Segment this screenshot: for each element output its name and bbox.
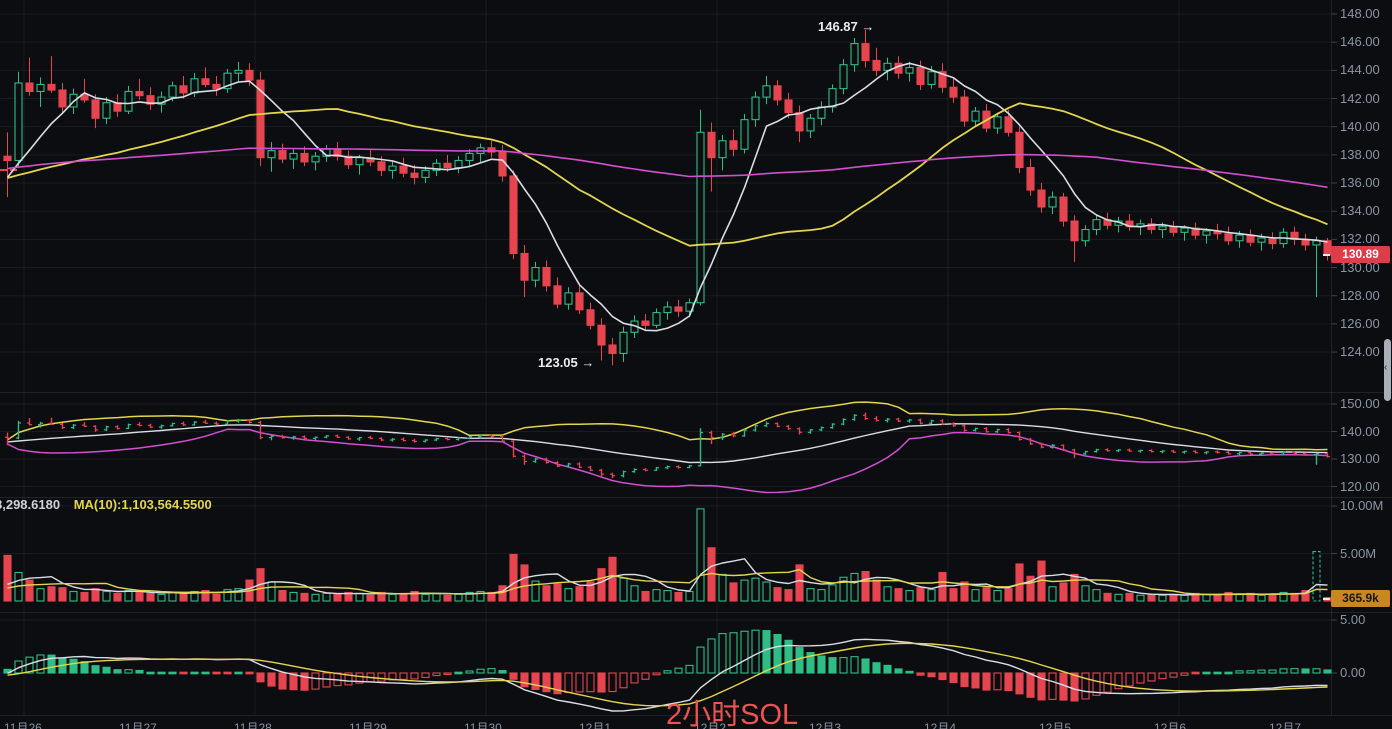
time-axis-label: 11月26 <box>4 721 42 729</box>
main-candlestick-series <box>0 29 1332 366</box>
price-axis-label: 134.00 <box>1340 203 1380 219</box>
time-axis-label: 12月5 <box>1039 721 1072 729</box>
axis-tick-marks <box>1332 13 1337 674</box>
time-axis-label: 11月29 <box>349 721 387 729</box>
volume-ma-label: MA(10):1,103,564.5500 <box>73 497 212 512</box>
price-axis-label: 148.00 <box>1340 6 1380 21</box>
time-axis-label: 12月4 <box>924 721 957 729</box>
macd-dif-dea-lines <box>7 638 1328 712</box>
price-axis-label: 5.00M <box>1340 545 1377 561</box>
price-axis-label: 126.00 <box>1340 315 1380 331</box>
price-axis-label: 144.00 <box>1340 62 1380 78</box>
time-axis-label: 11月28 <box>234 721 272 729</box>
price-axis-label: 140.00 <box>1340 423 1380 439</box>
current-volume-tag: 365.9k <box>1323 590 1390 607</box>
volume-legend: 8,298.6180 MA(10):1,103,564.5500 <box>0 497 212 512</box>
price-axis-label: 142.00 <box>1340 90 1380 106</box>
low-price-annotation: 123.05 → <box>538 355 595 370</box>
price-axis-label: 138.00 <box>1340 146 1380 162</box>
volume-ma-lines <box>7 558 1328 596</box>
time-axis-label: 12月6 <box>1154 721 1187 729</box>
time-axis-label: 11月30 <box>464 721 502 729</box>
price-axis-label: 10.00M <box>1340 498 1384 513</box>
time-axis-label: 12月2 <box>694 721 727 729</box>
chevron-left-icon: ‹ <box>1384 362 1388 373</box>
price-axis-label: 136.00 <box>1340 175 1380 191</box>
price-axis-label: 132.00 <box>1340 231 1380 247</box>
price-axis-label: 128.00 <box>1340 287 1380 303</box>
price-axis-label: 130.00 <box>1340 259 1380 275</box>
time-axis-label: 12月1 <box>579 721 612 729</box>
scrollbar-thumb[interactable]: ‹ <box>1384 339 1391 401</box>
price-axis-label: 5.00 <box>1340 612 1366 627</box>
high-price-annotation: 146.87 → <box>818 19 875 34</box>
chart-title-watermark: 2小时SOL <box>666 699 799 729</box>
volume-value-label: 8,298.6180 <box>0 497 61 512</box>
time-axis-label: 12月3 <box>809 721 842 729</box>
time-axis-label: 12月7 <box>1269 721 1302 729</box>
price-axis-label: 130.00 <box>1340 451 1380 466</box>
overview-panel-series <box>4 401 1331 494</box>
price-axis-label: 124.00 <box>1340 344 1380 360</box>
price-axis-label: 120.00 <box>1340 478 1380 494</box>
last-price-tag: 130.89 <box>1323 246 1390 263</box>
time-axis-label: 11月27 <box>119 721 157 729</box>
price-axis-label: 150.00 <box>1340 396 1380 411</box>
price-axis-label: 140.00 <box>1340 118 1380 134</box>
price-axis-label: 146.00 <box>1340 34 1380 50</box>
price-axis-label: 0.00 <box>1340 665 1366 680</box>
main-ma-lines <box>6 62 1328 332</box>
